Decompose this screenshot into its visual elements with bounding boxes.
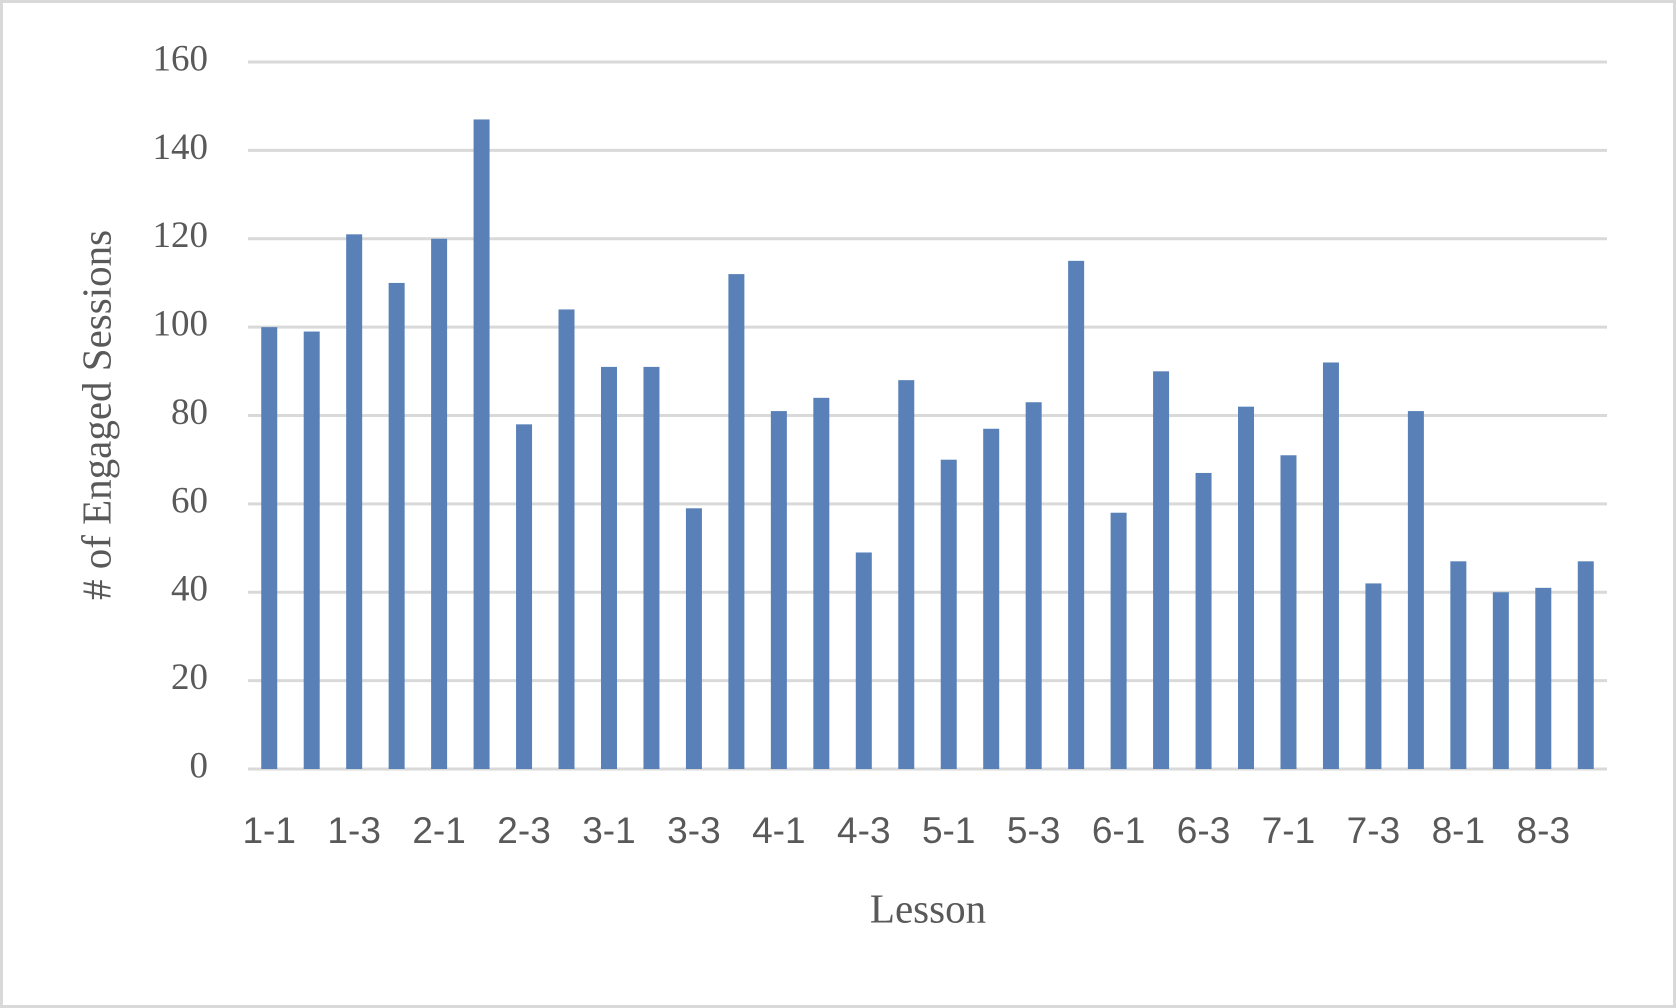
bar: [1153, 371, 1170, 769]
y-tick-label: 80: [171, 392, 208, 433]
bar: [728, 274, 745, 769]
y-tick-label: 120: [153, 215, 209, 256]
bar: [1195, 472, 1212, 769]
x-tick-label: 7-3: [1347, 810, 1400, 851]
bar: [983, 428, 1000, 769]
bar: [261, 327, 278, 769]
bar: [1322, 362, 1339, 769]
bar: [346, 234, 363, 770]
x-tick-label: 4-3: [837, 810, 890, 851]
y-tick-label: 100: [153, 304, 209, 345]
bar: [1280, 455, 1297, 769]
x-tick-label: 2-3: [497, 810, 550, 851]
bar: [1535, 587, 1552, 769]
bar: [1577, 561, 1594, 769]
bar: [855, 552, 872, 769]
bar: [643, 366, 660, 769]
y-tick-label: 40: [171, 569, 208, 610]
bar: [558, 309, 575, 769]
bar: [898, 380, 915, 769]
bar: [516, 424, 533, 769]
bar: [1407, 411, 1424, 769]
x-tick-label: 4-1: [752, 810, 805, 851]
y-axis-title: # of Engaged Sessions: [73, 230, 119, 600]
y-tick-label: 20: [171, 657, 208, 698]
y-tick-label: 0: [190, 745, 209, 786]
x-tick-label: 1-1: [242, 810, 295, 851]
y-tick-label: 140: [153, 127, 209, 168]
bar: [1492, 592, 1509, 769]
x-tick-label: 5-3: [1007, 810, 1060, 851]
x-axis-title: Lesson: [870, 885, 986, 931]
bar: [431, 238, 448, 769]
bar: [473, 119, 490, 770]
bar: [1450, 561, 1467, 769]
bar: [303, 331, 320, 769]
x-tick-label: 3-3: [667, 810, 720, 851]
bar: [1110, 512, 1127, 769]
bar: [770, 411, 787, 769]
x-tick-label: 6-3: [1177, 810, 1230, 851]
x-tick-label: 7-1: [1262, 810, 1315, 851]
x-tick-label: 5-1: [922, 810, 975, 851]
y-tick-label: 60: [171, 480, 208, 521]
x-tick-label: 6-1: [1092, 810, 1145, 851]
x-tick-label: 1-3: [327, 810, 380, 851]
bar: [1025, 402, 1042, 769]
bar: [940, 459, 957, 769]
x-tick-label: 8-1: [1432, 810, 1485, 851]
bar: [813, 397, 830, 769]
bar: [600, 366, 617, 769]
bar: [1068, 260, 1085, 769]
y-tick-label: 160: [153, 38, 209, 79]
bar: [685, 508, 702, 769]
x-tick-label: 3-1: [582, 810, 635, 851]
bar: [1238, 406, 1255, 769]
bar: [388, 282, 405, 769]
x-tick-label: 2-1: [412, 810, 465, 851]
x-tick-label: 8-3: [1517, 810, 1570, 851]
bar: [1365, 583, 1382, 769]
